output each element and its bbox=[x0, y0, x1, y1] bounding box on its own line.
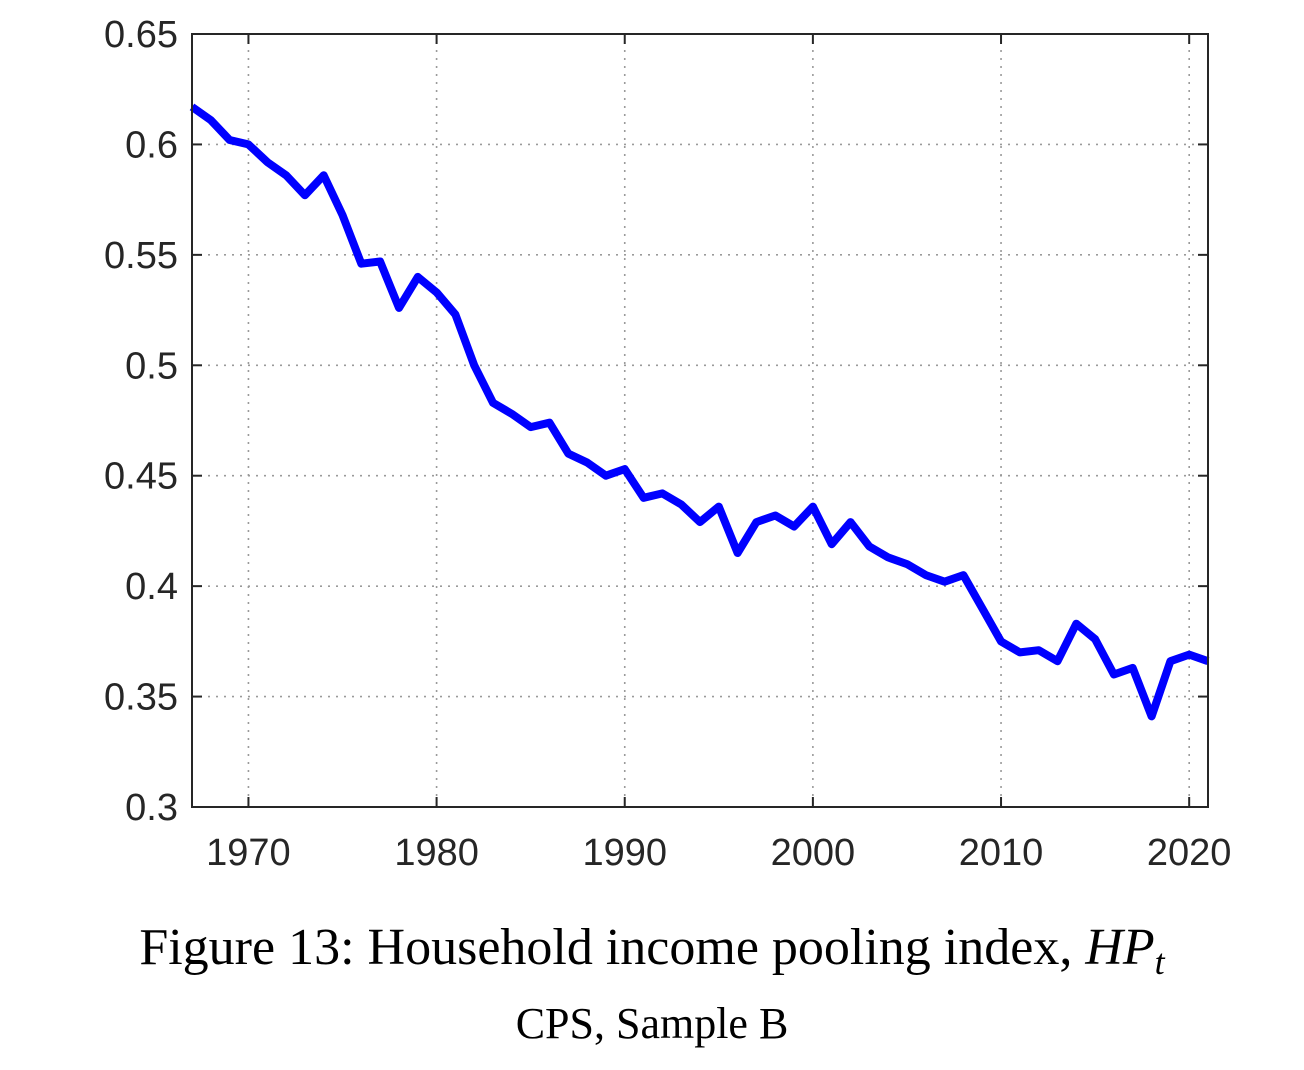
x-tick-label: 2020 bbox=[1147, 832, 1232, 874]
plot-area-frame bbox=[191, 33, 1209, 808]
figure-caption-math-main: HP bbox=[1085, 919, 1155, 976]
figure-caption-math: HPt bbox=[1085, 919, 1164, 980]
y-axis-tick-labels: 0.3 0.35 0.4 0.45 0.5 0.55 0.6 0.65 bbox=[104, 14, 178, 829]
grid-lines bbox=[192, 34, 1208, 807]
x-tick-label: 2010 bbox=[959, 832, 1044, 874]
x-tick-label: 1990 bbox=[582, 832, 667, 874]
figure-subtitle: CPS, Sample B bbox=[515, 999, 789, 1048]
figure-caption: Figure 13: Household income pooling inde… bbox=[0, 916, 1304, 980]
x-tick-label: 2000 bbox=[771, 832, 856, 874]
y-tick-label: 0.3 bbox=[125, 787, 178, 829]
series-lines bbox=[189, 103, 1210, 721]
y-tick-label: 0.55 bbox=[104, 235, 178, 277]
x-axis-tick-labels: 1970 1980 1990 2000 2010 2020 bbox=[206, 832, 1231, 874]
figure-caption-text: Figure 13: Household income pooling inde… bbox=[139, 919, 1086, 976]
y-tick-label: 0.4 bbox=[125, 566, 178, 608]
y-tick-label: 0.35 bbox=[104, 677, 178, 719]
x-tick-label: 1970 bbox=[206, 832, 291, 874]
series-line bbox=[189, 103, 1210, 721]
y-tick-label: 0.65 bbox=[104, 14, 178, 56]
y-tick-label: 0.6 bbox=[125, 124, 178, 166]
x-tick-label: 1980 bbox=[394, 832, 479, 874]
line-chart: 0.3 0.35 0.4 0.45 0.5 0.55 0.6 0.65 1970 1980 199… bbox=[104, 14, 1231, 874]
figure-caption-math-subscript: t bbox=[1154, 942, 1165, 982]
y-tick-label: 0.5 bbox=[125, 345, 178, 387]
axis-ticks bbox=[192, 33, 1208, 808]
y-tick-label: 0.45 bbox=[104, 456, 178, 498]
